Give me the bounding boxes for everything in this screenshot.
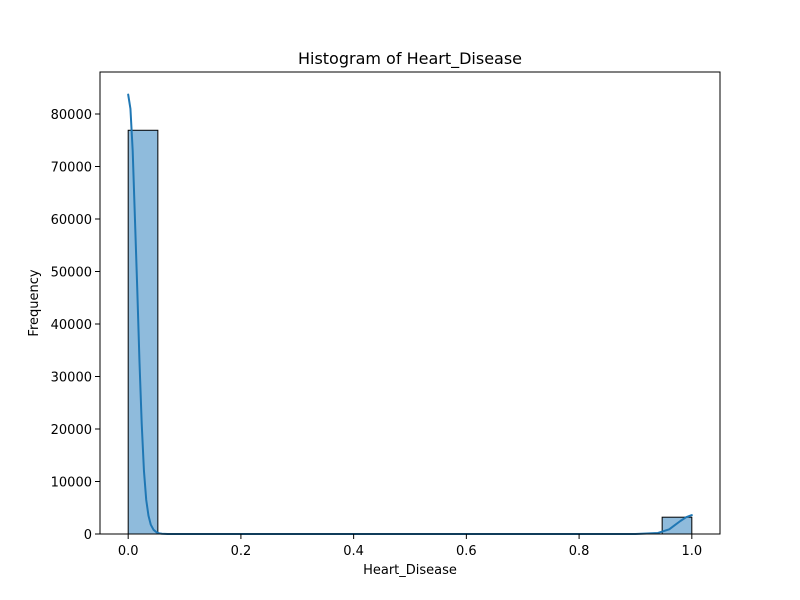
y-tick-label: 0 xyxy=(84,528,92,543)
x-tick-label: 0.4 xyxy=(343,544,364,559)
y-tick-label: 80000 xyxy=(51,108,92,123)
y-tick-label: 50000 xyxy=(51,266,92,281)
x-tick-label: 0.6 xyxy=(456,544,477,559)
kde-line xyxy=(127,93,693,535)
y-tick-label: 60000 xyxy=(51,213,92,228)
x-axis-label: Heart_Disease xyxy=(363,563,457,578)
kde-layer xyxy=(127,93,693,535)
histogram-bar-1 xyxy=(127,129,159,535)
y-tick-label: 20000 xyxy=(51,423,92,438)
chart-title: Histogram of Heart_Disease xyxy=(298,49,522,69)
y-axis-ticks: 0 10000 20000 30000 40000 50000 60000 70000 8000… xyxy=(51,108,100,543)
y-tick-label: 70000 xyxy=(51,161,92,176)
y-tick-label: 40000 xyxy=(51,318,92,333)
y-tick-label: 30000 xyxy=(51,371,92,386)
plot-frame xyxy=(99,71,721,535)
x-tick-label: 0.8 xyxy=(569,544,590,559)
x-axis-ticks: 0.0 0.2 0.4 0.6 0.8 1.0 xyxy=(118,534,702,559)
x-tick-label: 0.0 xyxy=(118,544,139,559)
bars-layer xyxy=(127,129,693,535)
histogram-bar-2 xyxy=(661,516,693,535)
x-tick-label: 1.0 xyxy=(681,544,702,559)
y-axis-label: Frequency xyxy=(27,269,42,336)
y-tick-label: 10000 xyxy=(51,476,92,491)
x-tick-label: 0.2 xyxy=(231,544,252,559)
